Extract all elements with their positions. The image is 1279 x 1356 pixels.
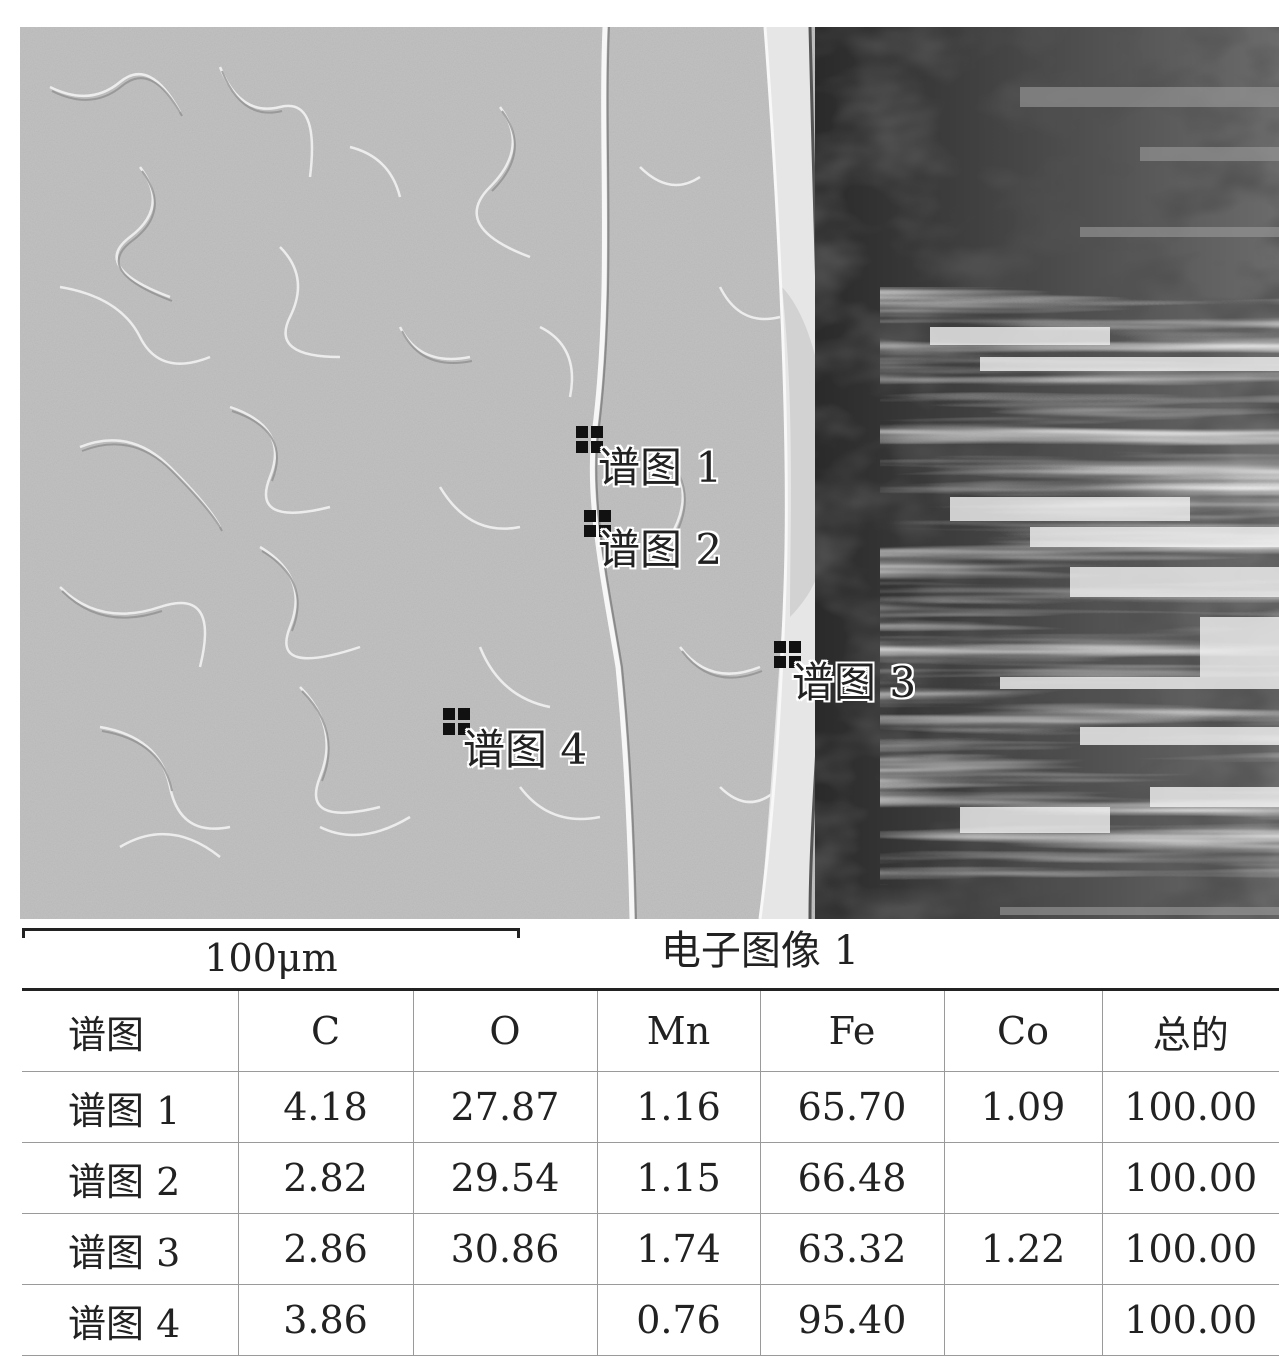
header-mn: Mn: [596, 989, 760, 1072]
spot-label-4: 谱图 4: [463, 725, 588, 774]
cell-c: 4.18: [237, 1071, 413, 1143]
table-row: 谱图 3 2.86 30.86 1.74 63.32 1.22 100.00: [22, 1213, 1279, 1285]
scale-bar: [22, 928, 520, 938]
sem-micrograph: 谱图 1 谱图 2 谱图 3 谱图 4: [20, 26, 1279, 920]
cell-mn: 1.15: [596, 1142, 760, 1214]
table-row: 谱图 2 2.82 29.54 1.15 66.48 100.00: [22, 1142, 1279, 1214]
table-header-row: 谱图 C O Mn Fe Co 总的: [22, 989, 1279, 1072]
header-o: O: [412, 989, 597, 1072]
cell-total: 100.00: [1101, 1284, 1279, 1356]
cell-co: 1.22: [943, 1213, 1102, 1285]
spot-label-1: 谱图 1: [598, 443, 723, 492]
header-fe: Fe: [759, 989, 944, 1072]
table-row: 谱图 1 4.18 27.87 1.16 65.70 1.09 100.00: [22, 1071, 1279, 1143]
scale-bar-label: 100μm: [204, 936, 338, 980]
cell-co: 1.09: [943, 1071, 1102, 1143]
cell-spectrum: 谱图 2: [22, 1142, 238, 1214]
cell-fe: 95.40: [759, 1284, 944, 1356]
cell-spectrum: 谱图 4: [22, 1284, 238, 1356]
header-co: Co: [943, 989, 1102, 1072]
cell-total: 100.00: [1101, 1071, 1279, 1143]
header-c: C: [237, 989, 413, 1072]
cell-c: 2.86: [237, 1213, 413, 1285]
cell-co: [943, 1284, 1102, 1356]
header-spectrum: 谱图: [22, 989, 238, 1072]
header-total: 总的: [1101, 989, 1279, 1072]
cell-c: 2.82: [237, 1142, 413, 1214]
micrograph-image: [20, 26, 1279, 920]
cell-spectrum: 谱图 1: [22, 1071, 238, 1143]
cell-mn: 0.76: [596, 1284, 760, 1356]
image-title: 电子图像 1: [660, 928, 860, 974]
spot-marker-1: [576, 426, 604, 454]
spot-label-2: 谱图 2: [598, 525, 723, 574]
cell-fe: 65.70: [759, 1071, 944, 1143]
cell-o: 27.87: [412, 1071, 597, 1143]
eds-composition-table: 谱图 C O Mn Fe Co 总的 谱图 1 4.18 27.87 1.16 …: [22, 988, 1279, 1356]
table-row: 谱图 4 3.86 0.76 95.40 100.00: [22, 1284, 1279, 1356]
cell-o: 29.54: [412, 1142, 597, 1214]
cell-spectrum: 谱图 3: [22, 1213, 238, 1285]
cell-fe: 63.32: [759, 1213, 944, 1285]
spot-label-3: 谱图 3: [792, 658, 917, 707]
cell-mn: 1.16: [596, 1071, 760, 1143]
cell-o: 30.86: [412, 1213, 597, 1285]
cell-o: [412, 1284, 597, 1356]
cell-total: 100.00: [1101, 1213, 1279, 1285]
cell-fe: 66.48: [759, 1142, 944, 1214]
spot-marker-2: [584, 510, 612, 538]
spot-marker-4: [443, 708, 471, 736]
cell-co: [943, 1142, 1102, 1214]
cell-mn: 1.74: [596, 1213, 760, 1285]
cell-c: 3.86: [237, 1284, 413, 1356]
spot-marker-3: [774, 641, 802, 669]
cell-total: 100.00: [1101, 1142, 1279, 1214]
